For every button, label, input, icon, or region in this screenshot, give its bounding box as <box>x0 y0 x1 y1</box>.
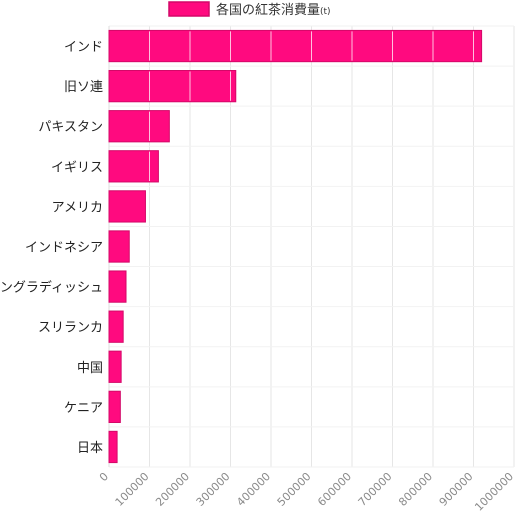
category-label: インド <box>64 40 103 55</box>
x-tick-label: 0 <box>97 470 111 484</box>
bar[interactable] <box>108 430 118 464</box>
category-label: 日本 <box>77 441 103 456</box>
bars-layer <box>108 29 483 464</box>
bar[interactable] <box>108 230 130 263</box>
bar[interactable] <box>108 70 237 103</box>
category-label: 旧ソ連 <box>64 80 103 95</box>
legend-swatch <box>168 1 210 17</box>
category-label: バングラディッシュ <box>0 280 103 296</box>
x-tick-label: 500000 <box>275 470 314 509</box>
category-label: インドネシア <box>25 241 103 256</box>
bar[interactable] <box>108 29 483 63</box>
x-tick-label: 600000 <box>315 470 354 509</box>
category-label: アメリカ <box>52 200 103 215</box>
x-tick-label: 1000000 <box>472 470 516 514</box>
category-label: スリランカ <box>38 321 103 336</box>
x-tick-label: 900000 <box>437 470 476 509</box>
bar[interactable] <box>108 350 122 383</box>
x-tick-label: 200000 <box>153 470 192 509</box>
x-tick-label: 700000 <box>356 470 395 509</box>
x-tick-label: 400000 <box>234 470 273 509</box>
legend[interactable]: 各国の紅茶消費量(t) <box>168 1 331 18</box>
x-tick-label: 100000 <box>113 470 152 509</box>
legend-series-name: 各国の紅茶消費量 <box>216 2 320 18</box>
x-axis-tick-labels: 0 100000 200000 300000 400000 500000 600000 700… <box>97 470 516 514</box>
legend-label: 各国の紅茶消費量(t) <box>216 2 331 18</box>
legend-unit: (t) <box>320 7 331 17</box>
category-label: イギリス <box>51 160 103 175</box>
bar[interactable] <box>108 150 159 183</box>
bar[interactable] <box>108 190 146 223</box>
bar[interactable] <box>108 390 121 423</box>
x-tick-label: 300000 <box>194 470 233 509</box>
category-label: パキスタン <box>38 120 103 135</box>
overlay-grid-layer <box>149 31 474 181</box>
bar[interactable] <box>108 110 170 143</box>
bar[interactable] <box>108 270 127 303</box>
bar[interactable] <box>108 310 124 343</box>
category-label: 中国 <box>77 361 103 376</box>
category-label: ケニア <box>64 401 103 416</box>
x-tick-label: 800000 <box>396 470 435 509</box>
category-labels: インド旧ソ連パキスタンイギリスアメリカインドネシアバングラディッシュスリランカ中… <box>0 40 103 456</box>
grid-layer <box>108 25 515 468</box>
